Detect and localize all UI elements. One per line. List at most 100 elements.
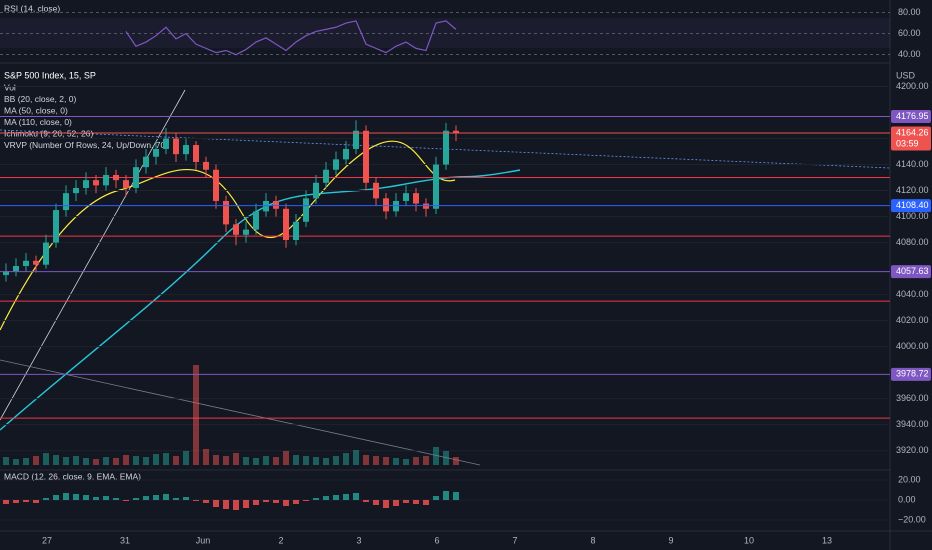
candle-body [193, 145, 199, 162]
symbol-title: S&P 500 Index, 15, SP [4, 70, 96, 80]
macd-hist [193, 500, 199, 501]
volume-bar [163, 453, 169, 465]
macd-hist [423, 500, 429, 505]
candle-body [103, 174, 109, 186]
indicator-label: BB (20, close, 2, 0) [4, 94, 76, 104]
volume-bar [433, 447, 439, 465]
volume-bar [203, 449, 209, 465]
indicator-label: MA (50, close, 0) [4, 105, 68, 115]
volume-bar [143, 457, 149, 465]
ma-line [0, 169, 521, 431]
volume-bar [113, 458, 119, 465]
candle-body [23, 260, 29, 266]
y-tick-label: 4040.00 [896, 289, 929, 299]
y-tick-label: 3960.00 [896, 393, 929, 403]
rsi-line [125, 20, 457, 56]
indicator-label: MA (110, close, 0) [4, 117, 72, 127]
macd-label: MACD (12, 26, close, 9, EMA, EMA) [4, 471, 141, 481]
macd-hist [13, 500, 19, 503]
volume-bar [273, 457, 279, 465]
macd-hist [413, 500, 419, 504]
candle-body [63, 193, 69, 211]
macd-hist [453, 492, 459, 500]
candle-body [343, 148, 349, 160]
candle-body [243, 229, 249, 235]
price-tag-label: 3978.72 [896, 369, 929, 379]
macd-hist [333, 495, 339, 500]
candle-body [143, 156, 149, 168]
plot: Vol BB (20, close, 2, 0)MA (50, close, 0)… [0, 7, 931, 545]
candle-body [83, 180, 89, 188]
price-tag-label: 4108.40 [896, 200, 929, 210]
x-tick-label: 2 [278, 535, 283, 545]
rsi-tick-label: 40.00 [898, 49, 921, 59]
volume-bar [293, 455, 299, 465]
candle-body [123, 180, 129, 188]
y-tick-label: 4080.00 [896, 237, 929, 247]
volume-bar [183, 451, 189, 465]
ma-line [0, 140, 456, 331]
macd-tick-label: 0.00 [898, 494, 916, 504]
volume-bar [193, 365, 199, 465]
macd-hist [83, 495, 89, 500]
volume-bar [173, 456, 179, 465]
macd-hist [273, 500, 279, 503]
volume-bar [283, 451, 289, 465]
candle-body [293, 221, 299, 240]
volume-bar [63, 457, 69, 465]
macd-hist [403, 500, 409, 503]
macd-hist [43, 498, 49, 500]
y-tick-label: 4000.00 [896, 341, 929, 351]
macd-hist [93, 497, 99, 500]
candle-body [133, 167, 139, 188]
volume-bar [213, 455, 219, 465]
candle-body [443, 130, 449, 165]
volume-bar [303, 456, 309, 465]
macd-hist [133, 498, 139, 500]
volume-bar [83, 458, 89, 465]
macd-hist [113, 498, 119, 500]
macd-hist [153, 495, 159, 500]
x-tick-label: 6 [434, 535, 439, 545]
candle-body [93, 180, 99, 186]
x-tick-label: 3 [356, 535, 361, 545]
candle-body [353, 130, 359, 149]
macd-tick-label: −20.00 [898, 514, 926, 524]
candle-body [113, 174, 119, 181]
x-tick-label: 31 [120, 535, 130, 545]
volume-bar [133, 456, 139, 465]
candle-body [33, 260, 39, 265]
volume-bar [373, 456, 379, 465]
volume-bar [223, 456, 229, 465]
x-tick-label: Jun [196, 535, 211, 545]
volume-bar [253, 458, 259, 465]
macd-hist [213, 500, 219, 507]
candle-body [273, 200, 279, 209]
price-tag [891, 109, 931, 123]
volume-bar [313, 457, 319, 465]
volume-bar [103, 457, 109, 465]
candle-body [403, 193, 409, 201]
macd-hist [443, 491, 449, 500]
candle-body [163, 138, 169, 149]
volume-bar [233, 453, 239, 465]
macd-hist [203, 500, 209, 503]
macd-hist [173, 498, 179, 500]
macd-hist [343, 494, 349, 500]
macd-hist [103, 496, 109, 500]
candle-body [413, 193, 419, 204]
volume-bar [343, 453, 349, 465]
candle-body [263, 200, 269, 212]
price-tag [891, 265, 931, 279]
indicator-label: Vol [4, 82, 16, 92]
macd-hist [253, 500, 259, 505]
macd-hist [363, 500, 369, 502]
rsi-label: RSI (14, close) [4, 3, 60, 13]
indicator-label: VRVP (Number Of Rows, 24, Up/Down, 70) [4, 140, 168, 150]
macd-hist [63, 493, 69, 500]
x-tick-label: 8 [590, 535, 595, 545]
price-tag [891, 126, 931, 151]
candle-body [3, 271, 9, 276]
candle-body [213, 169, 219, 201]
candle-body [43, 242, 49, 265]
